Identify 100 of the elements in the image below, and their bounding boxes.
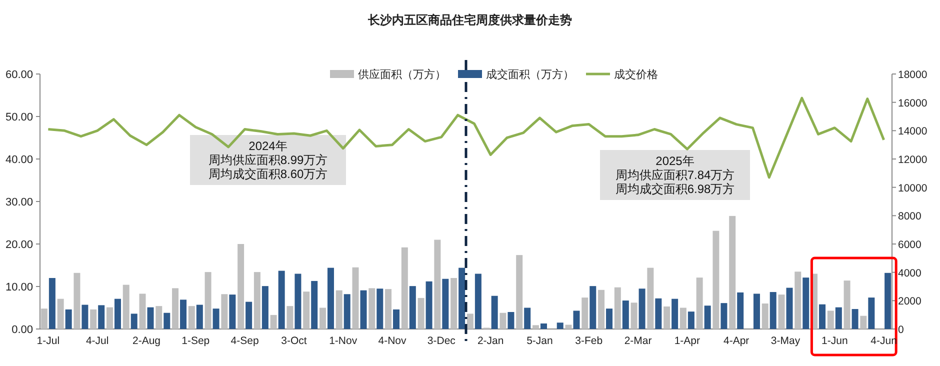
bar [753, 294, 760, 329]
y-tick-label: 0.00 [12, 324, 33, 336]
bar [114, 298, 121, 329]
bar [122, 284, 130, 329]
bar [704, 306, 711, 329]
x-tick-label: 4-Apr [724, 335, 750, 347]
y-tick-label: 40.00 [5, 154, 33, 166]
bar [573, 310, 580, 329]
annotation: 周均供应面积8.99万方 [208, 153, 328, 167]
bar [106, 307, 113, 329]
y-tick-label: 50.00 [5, 112, 33, 124]
y-tick-label: 60.00 [5, 69, 33, 81]
y-tick-label: 20.00 [5, 239, 33, 251]
bar [786, 288, 793, 329]
chart-title: 长沙内五区商品住宅周度供求量价走势 [367, 13, 572, 27]
y2-tick-label: 4000 [898, 267, 922, 280]
bar [491, 296, 498, 329]
bar [426, 281, 432, 329]
bar [852, 309, 858, 329]
x-tick-label: 2-Mar [624, 335, 652, 347]
y2-tick-label: 0 [898, 324, 904, 336]
x-tick-label: 2-Jan [477, 335, 504, 347]
bar [336, 290, 342, 329]
bar [802, 278, 810, 329]
bar [868, 298, 875, 329]
bar [360, 290, 367, 329]
bar [327, 268, 334, 329]
bar [286, 306, 294, 329]
bar [130, 314, 138, 329]
y2-tick-label: 8000 [898, 210, 922, 223]
bar [238, 244, 244, 329]
bar [524, 308, 531, 329]
legend-label: 供应面积（万方） [358, 68, 446, 81]
bar [540, 323, 547, 329]
bar [344, 294, 350, 329]
bar [188, 306, 195, 329]
bar [418, 298, 424, 329]
bar [884, 272, 892, 329]
bar [729, 216, 736, 329]
bar [500, 312, 506, 329]
annotation: 2024年 [248, 139, 288, 153]
bar [65, 309, 72, 329]
y-tick-label: 30.00 [5, 196, 33, 208]
bar [393, 309, 400, 329]
x-tick-label: 1-Jun [822, 335, 848, 347]
x-tick-label: 3-May [770, 335, 801, 347]
bar [385, 289, 392, 329]
bar [147, 307, 154, 329]
bar [630, 302, 638, 329]
bar [647, 268, 654, 329]
annotation: 2025年 周均供应面积7.84万方 周均成交面积6.98万方 [600, 150, 750, 200]
x-tick-label: 1-Nov [329, 335, 358, 347]
bar [532, 325, 539, 329]
x-tick-label: 2-Aug [132, 335, 161, 347]
bar [844, 280, 850, 329]
bar [164, 312, 170, 329]
bar [638, 288, 646, 329]
bar [598, 290, 605, 329]
bar [835, 307, 842, 329]
y2-tick-label: 16000 [898, 97, 928, 110]
x-tick-label: 1-Sep [182, 335, 210, 347]
bar [48, 278, 56, 329]
bar [294, 274, 302, 329]
bar [434, 240, 441, 329]
annotation: 周均供应面积7.84万方 [615, 168, 735, 182]
bar [474, 274, 482, 329]
y2-tick-label: 18000 [898, 69, 928, 81]
bar [565, 324, 572, 329]
bar [246, 302, 252, 329]
legend-label: 成交价格 [614, 68, 658, 81]
y2-tick-label: 14000 [898, 126, 928, 138]
x-tick-label: 3-Feb [575, 335, 603, 347]
bar [582, 298, 588, 329]
bar [860, 316, 867, 329]
bar [770, 292, 776, 329]
bar [655, 298, 662, 329]
bar [352, 267, 359, 329]
x-tick-label: 1-Apr [674, 335, 701, 347]
bar [442, 278, 449, 329]
bar [737, 292, 744, 329]
bar [270, 314, 277, 329]
bar [156, 306, 162, 329]
bar [139, 294, 146, 329]
bar [794, 272, 802, 329]
bar [319, 308, 326, 329]
bar [680, 308, 686, 329]
bar [590, 286, 596, 329]
bar [180, 300, 187, 329]
bar [221, 294, 228, 329]
x-tick-label: 4-Jul [86, 335, 109, 347]
bar [622, 300, 629, 329]
y2-tick-label: 2000 [898, 296, 922, 308]
bar [401, 247, 408, 329]
bar [409, 286, 416, 329]
bar [229, 294, 236, 329]
y2-tick-label: 6000 [898, 239, 922, 251]
bar [556, 322, 564, 329]
bar [82, 304, 88, 329]
bar [196, 304, 203, 329]
bar [614, 287, 621, 329]
